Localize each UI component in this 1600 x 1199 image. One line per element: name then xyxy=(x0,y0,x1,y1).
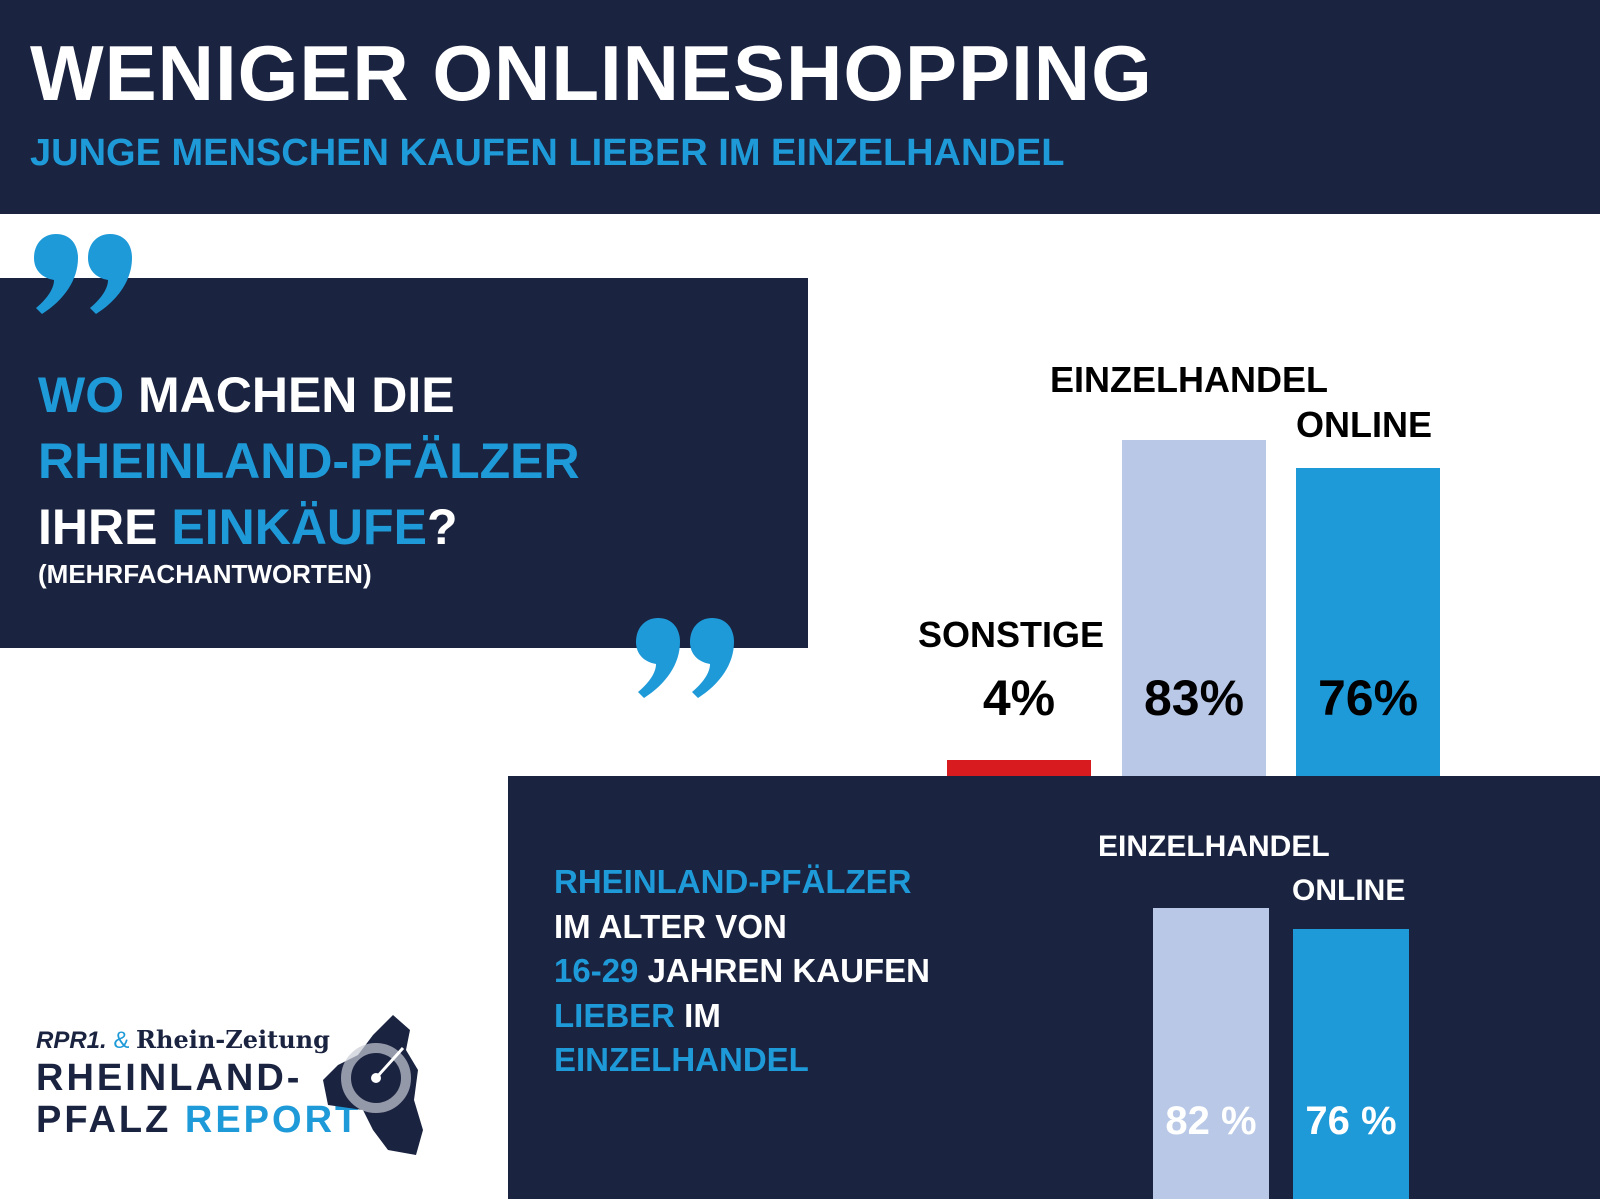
page-title: WENIGER ONLINESHOPPING xyxy=(30,29,1153,117)
young-bar-value-label: 76 % xyxy=(1305,1099,1397,1143)
bar-category-label: EINZELHANDEL xyxy=(1050,359,1328,400)
y-word: IM ALTER VON xyxy=(554,907,787,945)
q-word: WO xyxy=(38,367,125,423)
young-text: RHEINLAND-PFÄLZER IM ALTER VON 16-29 JAH… xyxy=(554,860,930,1083)
q-word: IHRE xyxy=(38,499,172,555)
young-bar-category-label: ONLINE xyxy=(1292,874,1406,907)
young-bar-online xyxy=(1293,929,1409,1199)
logo-line2b: REPORT xyxy=(184,1099,362,1141)
bar-sonstige xyxy=(947,759,1091,776)
question-text: WO MACHEN DIE RHEINLAND-PFÄLZER IHRE EIN… xyxy=(38,362,580,588)
bar-einzelhandel xyxy=(1122,439,1266,776)
amp: & xyxy=(113,1027,130,1054)
young-box xyxy=(508,776,1600,1199)
bar-value-label: 4% xyxy=(982,670,1056,726)
y-word: 16-29 xyxy=(554,952,639,989)
bar-value-label: 83% xyxy=(1143,670,1245,726)
q-word: MACHEN DIE xyxy=(124,367,455,423)
quote-mark-icon xyxy=(34,234,132,314)
question-note: (MEHRFACHANTWORTEN) xyxy=(38,559,372,589)
q-word: ? xyxy=(426,499,458,555)
logo-line1: RHEINLAND- xyxy=(36,1057,303,1099)
logo-line2a: PFALZ xyxy=(36,1099,185,1141)
q-word: EINKÄUFE xyxy=(171,499,427,555)
y-word: IM xyxy=(675,996,721,1034)
y-word: LIEBER xyxy=(554,996,676,1034)
q-word: RHEINLAND-PFÄLZER xyxy=(38,433,580,489)
quote-mark-icon xyxy=(636,618,734,698)
page-subtitle: JUNGE MENSCHEN KAUFEN LIEBER IM EINZELHA… xyxy=(30,132,1065,174)
young-bar-einzelhandel xyxy=(1153,907,1269,1199)
rlp-map-icon xyxy=(323,1015,423,1155)
bar-category-label: ONLINE xyxy=(1296,404,1433,445)
rhein-zeitung-logo: Rhein-Zeitung xyxy=(136,1025,330,1054)
y-word: JAHREN KAUFEN xyxy=(638,952,930,989)
question-box xyxy=(0,278,808,648)
bar-category-label: SONSTIGE xyxy=(918,614,1105,655)
report-logo: RPR1. & Rhein-Zeitung RHEINLAND- PFALZ R… xyxy=(36,1025,361,1139)
bar-online xyxy=(1296,468,1440,776)
young-bar-value-label: 82 % xyxy=(1165,1099,1257,1143)
y-word: EINZELHANDEL xyxy=(554,1041,809,1078)
y-word: RHEINLAND-PFÄLZER xyxy=(554,863,912,900)
bar-value-label: 76% xyxy=(1317,670,1419,726)
header-banner xyxy=(0,0,1600,214)
young-bar-category-label: EINZELHANDEL xyxy=(1098,830,1330,863)
rpr1-logo: RPR1. xyxy=(36,1027,107,1054)
